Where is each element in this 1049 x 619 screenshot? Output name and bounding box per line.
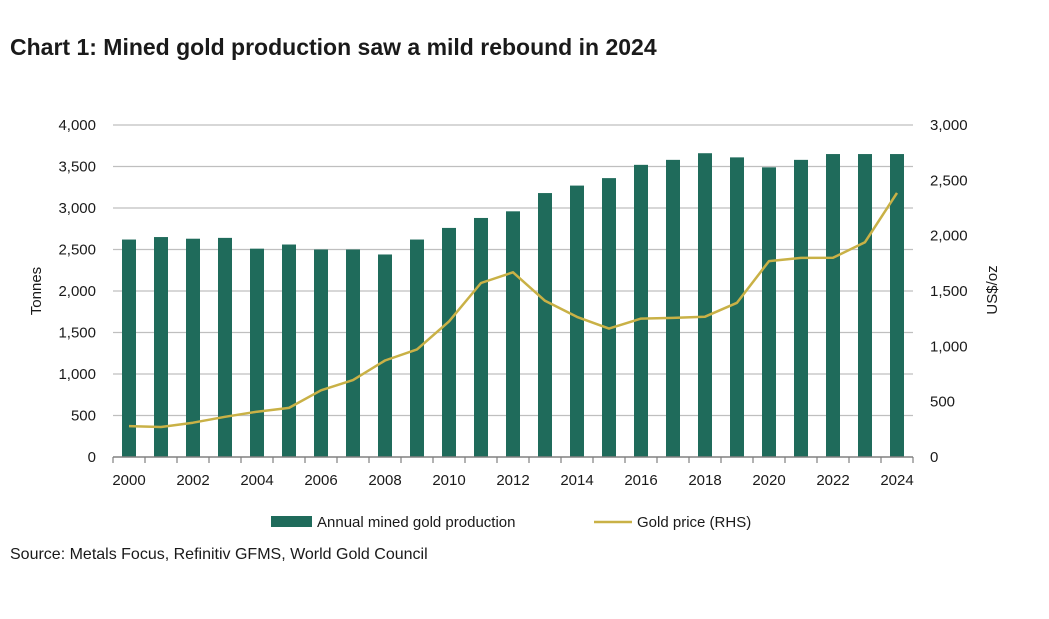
- x-tick-label: 2006: [304, 472, 337, 489]
- bar-2014: [570, 185, 584, 457]
- x-tick-label: 2012: [496, 472, 529, 489]
- legend-bar-swatch: [271, 516, 312, 527]
- bar-2022: [826, 154, 840, 458]
- gold-price-line: [128, 192, 899, 429]
- y-axis-tick-labels: 0 500 1,000 1,500 2,000 2,500 3,000 3,500 4,000: [58, 117, 96, 466]
- bar-series: [122, 153, 904, 458]
- chart-title: Chart 1: Mined gold production saw a mil…: [10, 34, 657, 60]
- bar-2023: [858, 154, 872, 458]
- x-tick-label: 2024: [880, 472, 913, 489]
- bar-2011: [474, 217, 488, 457]
- x-tick-label: 2010: [432, 472, 465, 489]
- x-tick-label: 2016: [624, 472, 657, 489]
- bar-2018: [698, 153, 712, 457]
- bar-2003: [218, 237, 232, 457]
- bar-2021: [794, 159, 808, 458]
- bar-2024: [890, 154, 904, 458]
- bar-2012: [506, 211, 520, 457]
- x-tick-label: 2020: [752, 472, 785, 489]
- bar-2020: [762, 167, 776, 457]
- y-tick-label: 4,000: [58, 117, 96, 134]
- legend-line-label: Gold price (RHS): [637, 514, 751, 531]
- legend: Annual mined gold production Gold price …: [271, 514, 751, 531]
- y2-axis-label: US$/oz: [984, 265, 1001, 314]
- y-tick-label: 1,000: [58, 366, 96, 383]
- legend-bar-label: Annual mined gold production: [317, 514, 515, 531]
- x-axis-ticks: 2000 2002 2004 2006 2008 2010 2012 2014 2016 2018…: [112, 457, 914, 489]
- y-tick-label: 0: [88, 449, 96, 466]
- bar-2006: [314, 249, 328, 457]
- y2-tick-label: 1,500: [930, 283, 968, 300]
- bar-2019: [730, 157, 744, 457]
- x-tick-label: 2022: [816, 472, 849, 489]
- y-tick-label: 3,000: [58, 200, 96, 217]
- y2-axis-tick-labels: 0 500 1,000 1,500 2,000 2,500 3,000: [930, 117, 968, 466]
- y2-tick-label: 0: [930, 449, 938, 466]
- x-tick-label: 2014: [560, 472, 593, 489]
- y2-tick-label: 2,000: [930, 228, 968, 245]
- x-tick-label: 2002: [176, 472, 209, 489]
- x-tick-label: 2008: [368, 472, 401, 489]
- bar-2015: [602, 178, 616, 457]
- y2-tick-label: 3,000: [930, 117, 968, 134]
- x-tick-label: 2004: [240, 472, 273, 489]
- bar-2004: [250, 248, 264, 457]
- y2-tick-label: 2,500: [930, 172, 968, 189]
- y-tick-label: 500: [71, 408, 96, 425]
- y2-tick-label: 1,000: [930, 338, 968, 355]
- y2-tick-label: 500: [930, 394, 955, 411]
- x-tick-label: 2018: [688, 472, 721, 489]
- bar-2002: [186, 238, 200, 457]
- source-note: Source: Metals Focus, Refinitiv GFMS, Wo…: [10, 546, 428, 563]
- bar-2008: [378, 254, 392, 457]
- bar-2007: [346, 249, 360, 457]
- bar-2017: [666, 159, 680, 458]
- y-tick-label: 2,000: [58, 283, 96, 300]
- y-tick-label: 1,500: [58, 325, 96, 342]
- bar-2000: [122, 239, 136, 457]
- y-tick-label: 3,500: [58, 159, 96, 176]
- bar-2013: [538, 193, 552, 457]
- x-tick-label: 2000: [112, 472, 145, 489]
- bar-2016: [634, 164, 648, 457]
- bar-2001: [154, 237, 168, 457]
- bar-2005: [282, 244, 296, 457]
- y-axis-label: Tonnes: [28, 267, 45, 315]
- y-tick-label: 2,500: [58, 242, 96, 259]
- bar-2010: [442, 227, 456, 457]
